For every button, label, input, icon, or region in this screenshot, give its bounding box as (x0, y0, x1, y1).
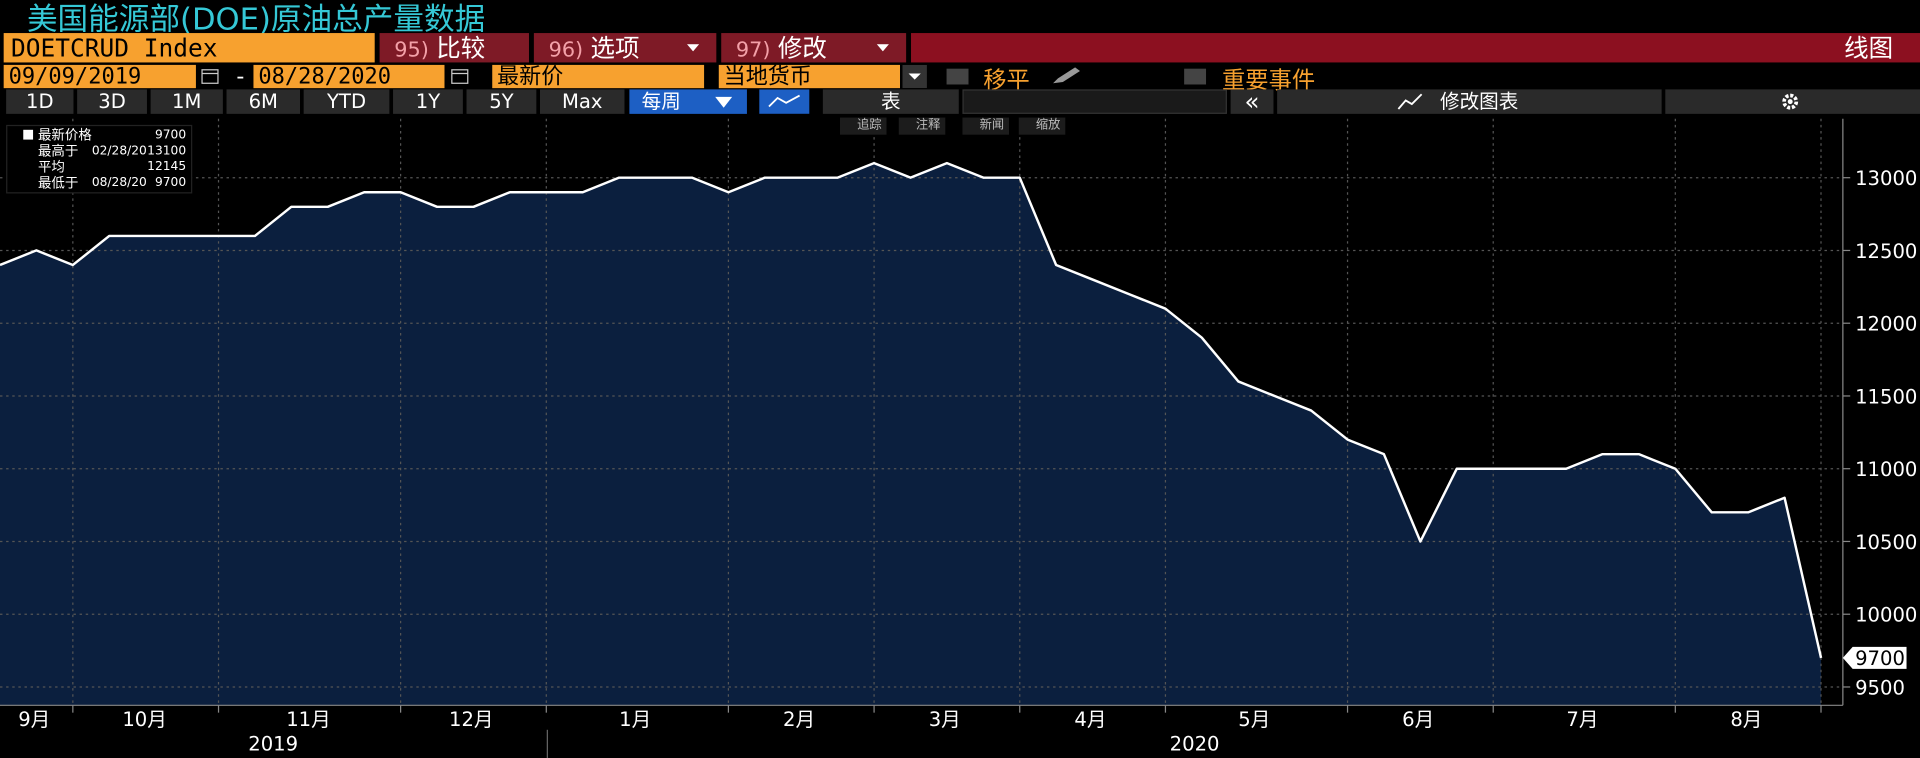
gear-icon (1782, 93, 1799, 110)
end-date[interactable]: 08/28/2020 (253, 65, 445, 89)
calendar-icon[interactable] (451, 67, 471, 84)
button-label: 比较 (436, 33, 486, 63)
table-button[interactable]: 表 (822, 89, 959, 114)
legend-value: 9700 (154, 128, 187, 143)
line-chart-button[interactable] (759, 89, 810, 114)
y-tick-label: 13000 (1855, 167, 1917, 190)
range-button[interactable]: YTD (303, 89, 390, 114)
area-fill (0, 163, 1822, 706)
y-tick-label: 9500 (1855, 676, 1905, 699)
range-button[interactable]: 5Y (466, 89, 537, 114)
range-button[interactable]: 1M (150, 89, 223, 114)
ticker-field[interactable]: DOETCRUD Index (3, 33, 375, 63)
button-number: 97) (735, 37, 771, 63)
x-tick-label: 9月 (18, 708, 50, 731)
x-tick-label: 3月 (929, 708, 961, 731)
start-date[interactable]: 09/09/2019 (3, 65, 196, 89)
legend: 最新价格 9700 最高于 02/28/20 13100 平均 12145 最低于 08/28/… (6, 124, 193, 194)
year-label: 2019 (248, 733, 298, 756)
x-tick-label: 6月 (1402, 708, 1434, 731)
y-tick-label: 11500 (1855, 385, 1917, 408)
x-tick-label: 1月 (619, 708, 651, 731)
price-field[interactable]: 最新价 (492, 65, 705, 89)
year-label: 2020 (1170, 733, 1220, 756)
dropdown-arrow (876, 44, 889, 52)
legend-value: 13100 (147, 144, 187, 158)
line (0, 161, 1823, 659)
range-button[interactable]: 3D (77, 89, 147, 114)
range-button[interactable]: 6M (226, 89, 301, 114)
input-box[interactable] (962, 89, 1227, 114)
x-tick-label: 2月 (783, 708, 815, 731)
range-button[interactable]: 1Y (393, 89, 463, 114)
legend-label: 最低于 (37, 175, 79, 192)
frequency-button[interactable]: 每周 (629, 89, 747, 114)
x-tick-label: 7月 (1566, 708, 1598, 731)
compare-button[interactable]: 95) 比较 (379, 33, 529, 63)
currency-dropdown[interactable] (902, 64, 927, 89)
edit-chart-icon (1397, 93, 1423, 110)
last-value-label: 9700 (1855, 647, 1905, 670)
range-button[interactable]: 1D (6, 89, 74, 114)
legend-value: 9700 (154, 176, 187, 190)
y-tick-label: 10500 (1855, 531, 1917, 554)
modify-button[interactable]: 97) 修改 (721, 33, 907, 63)
chart-tool[interactable]: 新闻 (962, 117, 1009, 135)
x-tick-label: 5月 (1238, 708, 1270, 731)
button-number: 96) (548, 37, 584, 63)
view-label: 线图 (1844, 33, 1894, 63)
last-value-tag (1842, 646, 1907, 669)
pencil-icon[interactable] (1051, 66, 1085, 86)
x-tick-label: 12月 (449, 708, 494, 731)
options-button[interactable]: 96) 选项 (533, 33, 717, 63)
x-tick-label: 8月 (1730, 708, 1762, 731)
settings-button[interactable] (1665, 89, 1920, 114)
checkbox[interactable] (1184, 68, 1207, 85)
chart-tool[interactable]: 缩放 (1018, 117, 1066, 135)
title-bar: 线图 (911, 33, 1920, 63)
calendar-icon[interactable] (201, 67, 221, 84)
y-tick-label: 10000 (1855, 604, 1917, 627)
y-tick-label: 12500 (1855, 240, 1917, 263)
button-number: 95) (394, 37, 429, 63)
x-tick-label: 11月 (286, 708, 330, 731)
y-tick-label: 11000 (1855, 458, 1917, 481)
dropdown-arrow (715, 96, 733, 108)
edit-chart-button[interactable]: 修改图表 (1277, 89, 1662, 114)
button-label: 修改 (777, 33, 827, 63)
x-tick-label: 4月 (1074, 708, 1106, 731)
collapse-button[interactable]: « (1230, 89, 1274, 114)
legend-value: 12145 (147, 160, 187, 174)
date-dash: - (236, 63, 245, 90)
button-label: 选项 (590, 33, 640, 63)
legend-label: 最新价格 (37, 127, 92, 144)
frequency-label: 每周 (641, 89, 681, 113)
legend-swatch (23, 129, 34, 140)
legend-label: 平均 (37, 159, 65, 176)
y-tick-label: 12000 (1855, 313, 1917, 336)
legend-date: 08/28/20 (91, 176, 147, 190)
currency-field[interactable]: 当地货币 (718, 65, 901, 89)
checkbox[interactable] (946, 68, 969, 85)
legend-label: 最高于 (37, 143, 79, 160)
page-title: 美国能源部(DOE)原油总产量数据 (26, 1, 486, 37)
range-button[interactable]: Max (540, 89, 625, 114)
legend-date: 02/28/20 (91, 144, 147, 158)
chart-tool[interactable]: 注释 (898, 117, 946, 135)
edit-chart-label: 修改图表 (1439, 89, 1519, 113)
x-tick-label: 10月 (122, 708, 166, 731)
chart-tool[interactable]: 追踪 (840, 117, 887, 135)
dropdown-arrow (686, 44, 700, 52)
